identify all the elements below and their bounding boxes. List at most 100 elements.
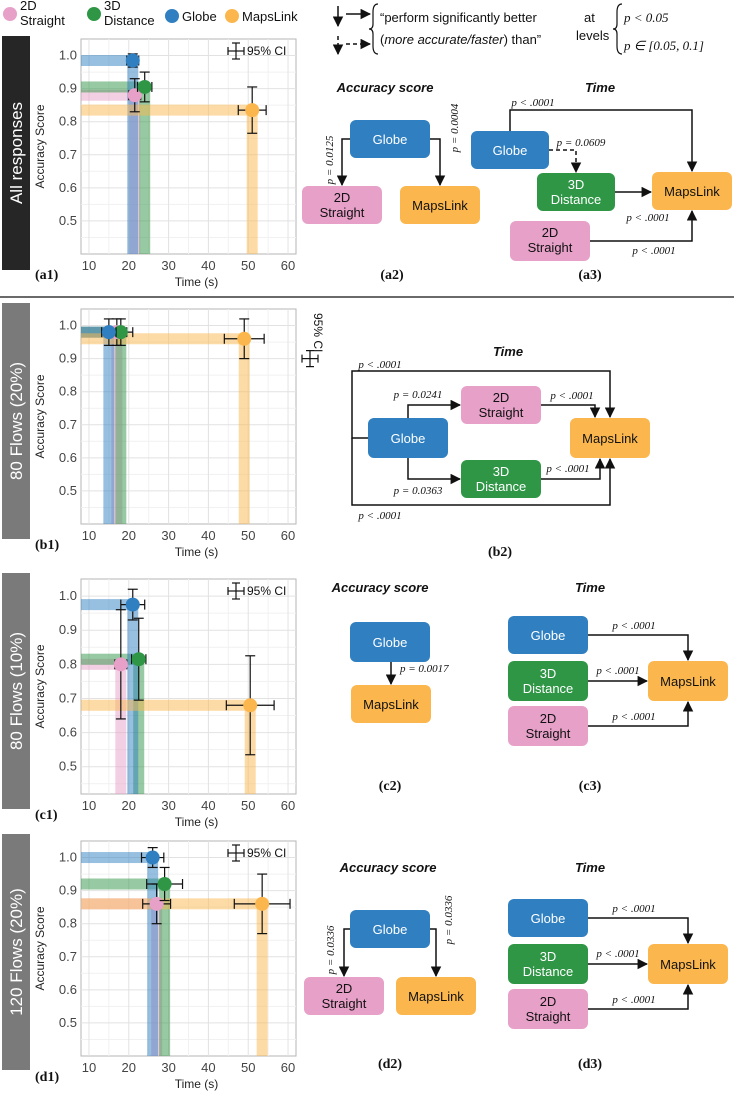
y-tick-label: 0.5: [59, 1015, 77, 1030]
x-tick-label: 30: [161, 258, 175, 273]
x-tick-label: 10: [82, 258, 96, 273]
band-v-3d-distance: [133, 659, 145, 794]
node-globe: [350, 910, 430, 948]
node-globe-label: Globe: [373, 922, 408, 937]
y-tick-label: 0.9: [59, 883, 77, 898]
key-levels: levels: [576, 28, 610, 43]
band-h-2d-straight: [81, 89, 135, 101]
x-tick-label: 50: [241, 798, 255, 813]
p-value-d3-2: p < .0001: [595, 948, 639, 960]
node-2d-straight-label-1: 2D: [493, 390, 510, 405]
node-2d-straight-label-2: Straight: [526, 726, 571, 741]
legend-label-globe: Globe: [182, 9, 217, 24]
row-label-c: 80 Flows (10%): [7, 632, 26, 750]
row-label-a: All responses: [7, 102, 26, 204]
legend-label-3d-line2: Distance: [104, 13, 155, 28]
p-value-a2-right: p = 0.0004: [449, 103, 461, 153]
panel-label-d1: (d1): [35, 1070, 59, 1085]
p-value-c3-3: p < .0001: [611, 711, 655, 723]
x-tick-label: 20: [122, 258, 136, 273]
band-v-mapslink: [256, 903, 268, 1056]
node-globe: [508, 616, 588, 654]
node-2d-straight-label-1: 2D: [334, 190, 351, 205]
x-tick-label: 60: [281, 258, 295, 273]
node-2d-straight: [304, 977, 384, 1015]
x-tick-label: 40: [201, 258, 215, 273]
arrow-globe-to-2d: [336, 138, 350, 187]
y-tick-label: 0.5: [59, 483, 77, 498]
notation-key: “perform significantly better (more accu…: [332, 3, 704, 56]
x-tick-label: 60: [281, 528, 295, 543]
band-v-3d-distance: [159, 884, 171, 1056]
arrow-globe-to-mapslink: [430, 138, 446, 187]
row-label-box-d: [2, 834, 30, 1070]
p-value-c3-2: p < .0001: [595, 665, 639, 677]
ci-legend: 95% CI: [227, 844, 286, 862]
diagram-d2: Accuracy score Globe 2D Straight MapsLin…: [304, 860, 476, 1072]
band-v-globe: [103, 332, 115, 524]
arrow-2d-to-mapslink: [541, 404, 601, 419]
band-v-globe: [147, 857, 159, 1056]
x-tick-label: 30: [161, 528, 175, 543]
legend-swatch-globe: [165, 9, 179, 23]
x-tick-label: 20: [122, 798, 136, 813]
x-axis-title: Time (s): [175, 275, 219, 289]
node-mapslink-label: MapsLink: [363, 697, 419, 712]
node-globe: [350, 120, 430, 158]
panel-label-a3: (a3): [578, 268, 602, 283]
node-mapslink-label: MapsLink: [582, 431, 638, 446]
p-value-d2-left: p = 0.0336: [325, 925, 337, 975]
node-3d-distance-label-2: Distance: [523, 964, 574, 979]
p-value-b2-outer-bottom: p < .0001: [357, 510, 401, 522]
x-axis-title: Time (s): [175, 1077, 219, 1091]
y-tick-label: 1.0: [59, 48, 77, 63]
x-tick-label: 10: [82, 798, 96, 813]
key-text-line1: “perform significantly better: [380, 10, 537, 25]
band-h-globe: [81, 55, 133, 66]
node-mapslink-label: MapsLink: [412, 198, 468, 213]
y-tick-label: 1.0: [59, 850, 77, 865]
arrow-globe-to-2d: [407, 399, 462, 418]
ci-legend-label: 95% CI: [247, 44, 286, 58]
diagram-c2-title: Accuracy score: [331, 580, 429, 595]
band-v-mapslink: [238, 338, 250, 524]
scatter-plot-d1: 10 20 30 40 50 60 0.5 0.6 0.7 0.8 0.9 1.0 95% CI Time…: [33, 840, 297, 1091]
y-tick-label: 0.8: [59, 384, 77, 399]
y-tick-label: 0.7: [59, 690, 77, 705]
data-point-3d-distance: [137, 79, 152, 94]
p-value-d3-1: p < .0001: [611, 903, 655, 915]
node-2d-straight-label-1: 2D: [540, 994, 557, 1009]
band-h-3d-distance: [81, 878, 165, 890]
y-axis-title: Accuracy Score: [33, 104, 47, 188]
data-point-2d-straight: [127, 88, 142, 103]
p-value-b2-globe-2d: p = 0.0241: [393, 389, 443, 401]
diagram-a2-title: Accuracy score: [336, 80, 434, 95]
y-tick-label: 0.7: [59, 147, 77, 162]
data-point-globe: [125, 597, 140, 612]
ci-legend-label: 95% CI: [247, 846, 286, 860]
band-h-globe: [81, 599, 133, 611]
node-mapslink: [396, 977, 476, 1015]
key-text-line2: (more accurate/faster) than”: [380, 32, 541, 47]
x-tick-label: 50: [241, 528, 255, 543]
ci-legend-label: 95% CI: [311, 313, 325, 352]
node-mapslink: [400, 186, 480, 224]
arrow-2d-to-mapslink: [588, 983, 694, 1010]
ci-legend: 95% CI: [301, 313, 325, 368]
data-point-mapslink: [255, 896, 270, 911]
band-v-3d-distance: [115, 332, 127, 524]
arrow-globe-to-mapslink: [588, 917, 694, 945]
y-tick-label: 0.6: [59, 725, 77, 740]
panel-label-b1: (b1): [35, 538, 59, 553]
node-mapslink: [652, 172, 732, 210]
node-2d-straight: [510, 221, 590, 261]
node-3d-distance: [537, 173, 615, 211]
arrow-globe-to-3d-dashed: [549, 149, 582, 174]
x-tick-label: 20: [122, 528, 136, 543]
p-value-a2-left: p = 0.0125: [324, 135, 336, 185]
node-globe-label: Globe: [493, 143, 528, 158]
node-globe-label: Globe: [391, 431, 426, 446]
panel-label-c2: (c2): [379, 779, 402, 794]
node-2d-straight-label-1: 2D: [542, 225, 559, 240]
